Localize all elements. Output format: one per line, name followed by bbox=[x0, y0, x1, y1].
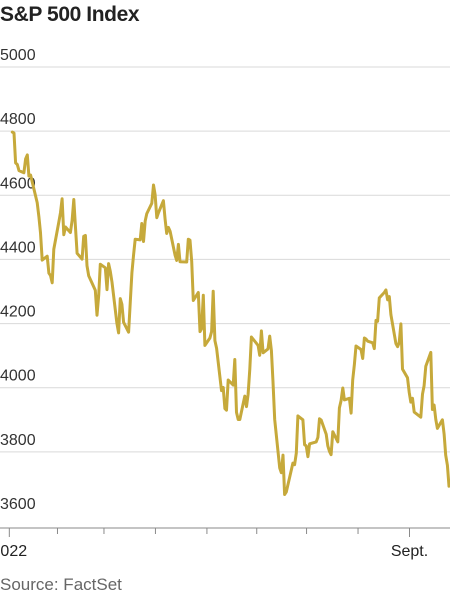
x-tick-label-start: 2022 bbox=[0, 543, 27, 560]
y-tick-label-5000: 5000 bbox=[0, 47, 36, 64]
y-tick-label-4800: 4800 bbox=[0, 111, 36, 128]
series-layer bbox=[12, 132, 449, 494]
x-tick-label-sept: Sept. bbox=[391, 543, 428, 560]
y-tick-label-4400: 4400 bbox=[0, 239, 36, 256]
y-tick-label-3600: 3600 bbox=[0, 496, 36, 513]
series-line-0 bbox=[12, 132, 449, 494]
y-tick-label-3800: 3800 bbox=[0, 432, 36, 449]
x-axis-tick-labels: 2022 Sept. bbox=[0, 543, 428, 560]
y-tick-label-4000: 4000 bbox=[0, 368, 36, 385]
x-axis-ticks bbox=[9, 528, 409, 537]
y-tick-label-4200: 4200 bbox=[0, 304, 36, 321]
source-note: Source: FactSet bbox=[0, 575, 122, 595]
